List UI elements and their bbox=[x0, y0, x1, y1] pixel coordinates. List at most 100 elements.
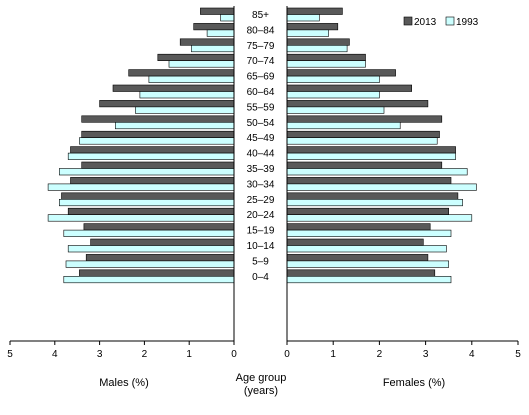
male-bar-2013-0–4 bbox=[79, 269, 235, 277]
age-label: 50–54 bbox=[247, 118, 275, 129]
females-bars bbox=[286, 7, 477, 284]
female-bar-1993-30–34 bbox=[286, 183, 477, 191]
female-bar-1993-20–24 bbox=[286, 214, 473, 222]
female-bar-2013-55–59 bbox=[286, 100, 429, 108]
male-bar-2013-45–49 bbox=[81, 130, 235, 138]
female-bar-2013-70–74 bbox=[286, 53, 366, 62]
female-bar-2013-40–44 bbox=[286, 146, 456, 154]
male-bar-1993-75–79 bbox=[191, 44, 235, 53]
male-bar-1993-60–64 bbox=[139, 91, 235, 99]
male-bar-2013-20–24 bbox=[67, 207, 235, 215]
female-bar-2013-20–24 bbox=[286, 207, 449, 215]
males-tick-label: 5 bbox=[7, 349, 13, 360]
females-tick-label: 5 bbox=[515, 349, 521, 360]
age-label: 35–39 bbox=[247, 164, 275, 175]
female-bar-2013-60–64 bbox=[286, 84, 412, 92]
females-tick-label: 0 bbox=[284, 349, 290, 360]
age-group-axis-title: Age group bbox=[236, 372, 287, 384]
male-bar-2013-40–44 bbox=[70, 146, 235, 154]
male-bar-2013-80–84 bbox=[193, 23, 235, 31]
female-bar-1993-0–4 bbox=[286, 275, 452, 284]
female-bar-2013-50–54 bbox=[286, 115, 443, 123]
female-bar-1993-25–29 bbox=[286, 199, 463, 207]
males-tick-label: 2 bbox=[142, 349, 148, 360]
legend-label-1993: 1993 bbox=[456, 17, 479, 28]
female-bar-1993-10–14 bbox=[286, 245, 447, 253]
males-tick-label: 4 bbox=[52, 349, 58, 360]
age-label: 20–24 bbox=[247, 210, 275, 221]
males-tick-label: 3 bbox=[97, 349, 103, 360]
male-bar-1993-35–39 bbox=[58, 168, 235, 176]
age-group-labels: 85+ 80–84 75–79 70–74 65–69 60–64 55–59 50–54 45… bbox=[247, 10, 275, 283]
age-label: 75–79 bbox=[247, 41, 275, 52]
male-bar-1993-80–84 bbox=[206, 29, 235, 37]
female-bar-1993-70–74 bbox=[286, 60, 366, 68]
females-axis-title: Females (%) bbox=[383, 377, 445, 389]
female-bar-1993-15–19 bbox=[286, 229, 452, 237]
male-bar-1993-10–14 bbox=[67, 245, 235, 253]
male-bar-2013-25–29 bbox=[61, 192, 235, 200]
male-bar-1993-55–59 bbox=[135, 106, 235, 114]
male-bar-1993-45–49 bbox=[79, 137, 235, 145]
age-group-axis-title: (years) bbox=[244, 385, 278, 397]
age-label: 65–69 bbox=[247, 72, 275, 83]
male-bar-2013-10–14 bbox=[90, 238, 235, 246]
male-bar-2013-50–54 bbox=[81, 115, 235, 123]
female-bar-2013-45–49 bbox=[286, 130, 440, 138]
male-bar-1993-20–24 bbox=[47, 214, 235, 222]
age-label: 40–44 bbox=[247, 149, 275, 160]
legend: 2013 1993 bbox=[403, 16, 479, 28]
male-bar-2013-15–19 bbox=[83, 223, 235, 231]
male-bar-1993-15–19 bbox=[63, 229, 235, 237]
female-bar-2013-15–19 bbox=[286, 223, 431, 231]
female-bar-1993-35–39 bbox=[286, 168, 468, 176]
age-label: 55–59 bbox=[247, 102, 275, 113]
male-bar-2013-5–9 bbox=[85, 254, 235, 262]
males-tick-label: 0 bbox=[231, 349, 237, 360]
female-bar-1993-45–49 bbox=[286, 137, 438, 145]
males-tick-label: 1 bbox=[186, 349, 192, 360]
male-bar-1993-50–54 bbox=[115, 122, 235, 130]
female-bar-1993-65–69 bbox=[286, 75, 380, 83]
age-label: 30–34 bbox=[247, 179, 275, 190]
male-bar-2013-55–59 bbox=[99, 100, 235, 108]
age-label: 60–64 bbox=[247, 87, 275, 98]
male-bar-1993-70–74 bbox=[168, 60, 235, 68]
male-bar-1993-65–69 bbox=[148, 75, 235, 83]
male-bar-1993-0–4 bbox=[63, 275, 235, 284]
female-bar-2013-85+ bbox=[286, 7, 343, 15]
female-bar-1993-55–59 bbox=[286, 106, 385, 114]
females-tick-label: 4 bbox=[469, 349, 475, 360]
age-label: 0–4 bbox=[252, 272, 269, 283]
female-bar-2013-5–9 bbox=[286, 254, 429, 262]
age-label: 45–49 bbox=[247, 133, 275, 144]
male-bar-2013-65–69 bbox=[128, 69, 235, 77]
males-axis-title: Males (%) bbox=[99, 377, 149, 389]
female-bar-1993-50–54 bbox=[286, 122, 401, 130]
female-bar-1993-85+ bbox=[286, 14, 320, 22]
axis-titles: Males (%) Females (%) Age group(years) bbox=[99, 372, 445, 397]
females-tick-label: 3 bbox=[423, 349, 429, 360]
male-bar-1993-40–44 bbox=[67, 152, 235, 160]
male-bar-2013-85+ bbox=[200, 7, 235, 15]
male-bar-2013-70–74 bbox=[157, 53, 235, 62]
male-bar-1993-30–34 bbox=[47, 183, 235, 191]
male-bar-2013-75–79 bbox=[179, 38, 235, 46]
male-bar-1993-85+ bbox=[220, 14, 235, 22]
males-bars bbox=[47, 7, 235, 284]
legend-swatch-2013 bbox=[403, 16, 413, 26]
male-bar-2013-35–39 bbox=[81, 161, 235, 169]
female-bar-2013-75–79 bbox=[286, 38, 350, 46]
female-bar-2013-10–14 bbox=[286, 238, 424, 246]
female-bar-2013-65–69 bbox=[286, 69, 396, 77]
age-label: 15–19 bbox=[247, 226, 275, 237]
age-label: 10–14 bbox=[247, 241, 275, 252]
legend-label-2013: 2013 bbox=[414, 17, 437, 28]
age-label: 25–29 bbox=[247, 195, 275, 206]
female-bar-1993-60–64 bbox=[286, 91, 380, 99]
female-bar-2013-25–29 bbox=[286, 192, 459, 200]
male-bar-1993-25–29 bbox=[58, 199, 235, 207]
female-bar-1993-40–44 bbox=[286, 152, 456, 160]
